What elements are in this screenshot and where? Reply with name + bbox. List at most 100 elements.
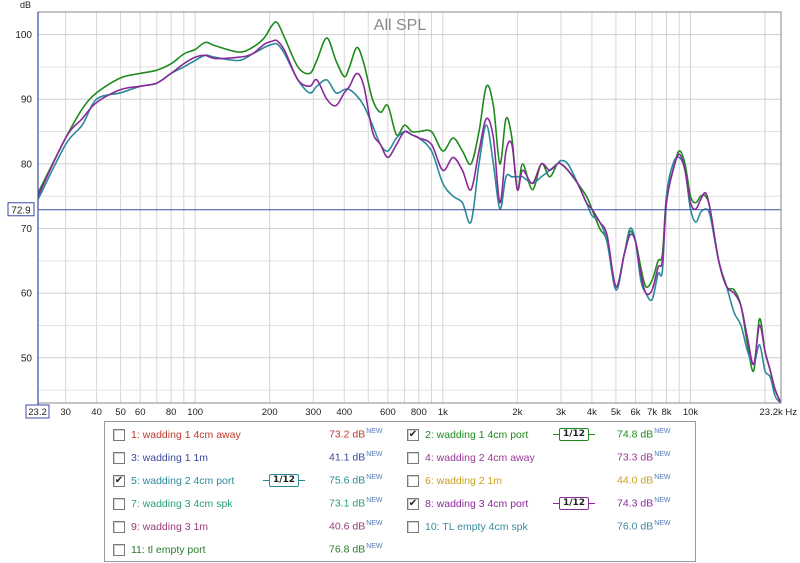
legend-checkbox[interactable] (113, 544, 125, 556)
legend-item[interactable]: 7: wadding 3 4cm spk (113, 496, 233, 512)
legend-item-value: 75.6 dBNEW (329, 474, 383, 487)
series-line-3[interactable] (38, 39, 781, 403)
series-line-2[interactable] (38, 42, 781, 403)
x-tick-label: 3k (556, 407, 566, 418)
legend-item-label: 11: tl empty port (131, 544, 206, 556)
legend-checkbox[interactable] (407, 452, 419, 464)
legend-value-text: 76.8 dB (329, 543, 366, 556)
x-tick-label: 300 (305, 407, 321, 418)
legend-value-text: 75.6 dB (329, 474, 366, 487)
legend-item[interactable]: 11: tl empty port (113, 542, 206, 558)
legend-item[interactable]: 3: wadding 1 1m (113, 450, 208, 466)
legend-checkbox[interactable]: ✔ (407, 498, 419, 510)
legend-item[interactable]: 9: wadding 3 1m (113, 519, 208, 535)
legend-item[interactable]: ✔ 8: wadding 3 4cm port (407, 496, 528, 512)
smoothing-wire (553, 503, 559, 504)
new-badge: NEW (654, 428, 671, 435)
new-badge: NEW (654, 497, 671, 504)
x-start-label: 23.2 (28, 407, 47, 418)
legend-item[interactable]: 4: wadding 2 4cm away (407, 450, 535, 466)
x-tick-label: 60 (135, 407, 146, 418)
legend-value-text: 74.3 dB (617, 497, 654, 510)
new-badge: NEW (366, 497, 383, 504)
legend-item-value: 73.1 dBNEW (329, 497, 383, 510)
legend-item-label: 5: wadding 2 4cm port (131, 475, 235, 487)
x-tick-label: 400 (336, 407, 352, 418)
legend-item[interactable]: 1: wadding 1 4cm away (113, 427, 241, 443)
legend-item-label: 10: TL empty 4cm spk (425, 521, 528, 533)
plot-area[interactable] (38, 12, 781, 403)
legend-item-label: 2: wadding 1 4cm port (425, 429, 529, 441)
legend-item-label: 8: wadding 3 4cm port (425, 498, 529, 510)
y-tick-label: 100 (15, 30, 32, 41)
smoothing-label: 1/12 (559, 497, 590, 510)
reference-value-box[interactable] (7, 202, 35, 217)
smoothing-badge[interactable]: 1/12 (263, 474, 306, 487)
chart-title: All SPL (374, 17, 427, 34)
legend-item-value: 76.8 dBNEW (329, 543, 383, 556)
x-tick-label: 8k (661, 407, 671, 418)
legend-checkbox[interactable]: ✔ (407, 429, 419, 441)
x-tick-label: 80 (166, 407, 177, 418)
x-tick-label: 200 (262, 407, 278, 418)
legend-value-text: 76.0 dB (617, 520, 654, 533)
legend-item-label: 6: wadding 2 1m (425, 475, 503, 487)
smoothing-wire (299, 480, 306, 481)
legend-value-text: 40.6 dB (329, 520, 366, 533)
legend-item-value: 76.0 dBNEW (617, 520, 671, 533)
legend-value-text: 73.3 dB (617, 451, 654, 464)
x-tick-label: 10k (683, 407, 699, 418)
legend-checkbox[interactable] (407, 475, 419, 487)
x-tick-label: 4k (587, 407, 597, 418)
y-tick-label: 80 (21, 159, 33, 170)
legend-item-value: 44.0 dBNEW (617, 474, 671, 487)
legend-item[interactable]: ✔ 5: wadding 2 4cm port (113, 473, 234, 489)
axis-layer: 50 60 70 80 90 100 30 40 50 60 80 100 200 300 400 600 80… (7, 11, 798, 419)
legend-checkbox[interactable] (407, 521, 419, 533)
new-badge: NEW (366, 474, 383, 481)
legend-checkbox[interactable] (113, 498, 125, 510)
legend-checkbox[interactable] (113, 521, 125, 533)
smoothing-wire (589, 503, 596, 504)
legend-item[interactable]: 10: TL empty 4cm spk (407, 519, 528, 535)
series-line-1[interactable] (38, 21, 781, 403)
x-tick-label: 7k (647, 407, 657, 418)
x-tick-label: 50 (115, 407, 126, 418)
smoothing-badge[interactable]: 1/12 (553, 428, 596, 441)
legend-item-value: 40.6 dBNEW (329, 520, 383, 533)
legend-checkbox[interactable] (113, 429, 125, 441)
legend-item-value: 73.3 dBNEW (617, 451, 671, 464)
new-badge: NEW (366, 451, 383, 458)
series-layer (38, 21, 781, 403)
x-tick-label: 800 (411, 407, 427, 418)
legend-panel: 1: wadding 1 4cm away 73.2 dBNEW ✔ 2: waddi… (104, 421, 696, 562)
legend-value-text: 73.1 dB (329, 497, 366, 510)
x-tick-label: 100 (187, 407, 203, 418)
new-badge: NEW (654, 451, 671, 458)
x-tick-label: 2k (512, 407, 522, 418)
legend-item[interactable]: ✔ 2: wadding 1 4cm port (407, 427, 528, 443)
legend-item-value: 73.2 dBNEW (329, 428, 383, 441)
x-tick-label: 600 (380, 407, 396, 418)
spl-chart: 50 60 70 80 90 100 30 40 50 60 80 100 200 300 400 600 80… (7, 0, 798, 419)
x-start-box[interactable] (25, 404, 50, 419)
new-badge: NEW (654, 520, 671, 527)
legend-item[interactable]: 6: wadding 2 1m (407, 473, 502, 489)
y-tick-label: 50 (21, 353, 33, 364)
new-badge: NEW (654, 474, 671, 481)
legend-value-text: 74.8 dB (617, 428, 654, 441)
legend-item-value: 74.3 dBNEW (617, 497, 671, 510)
new-badge: NEW (366, 543, 383, 550)
y-tick-label: 70 (21, 224, 33, 235)
smoothing-label: 1/12 (269, 474, 300, 487)
x-axis-end-label: 23.2k Hz (760, 407, 798, 418)
legend-item-value: 41.1 dBNEW (329, 451, 383, 464)
y-tick-label: 90 (21, 95, 33, 106)
legend-checkbox[interactable] (113, 452, 125, 464)
new-badge: NEW (366, 520, 383, 527)
x-tick-label: 40 (91, 407, 102, 418)
legend-item-label: 4: wadding 2 4cm away (425, 452, 535, 464)
legend-checkbox[interactable]: ✔ (113, 475, 125, 487)
smoothing-badge[interactable]: 1/12 (553, 497, 596, 510)
smoothing-wire (553, 434, 559, 435)
